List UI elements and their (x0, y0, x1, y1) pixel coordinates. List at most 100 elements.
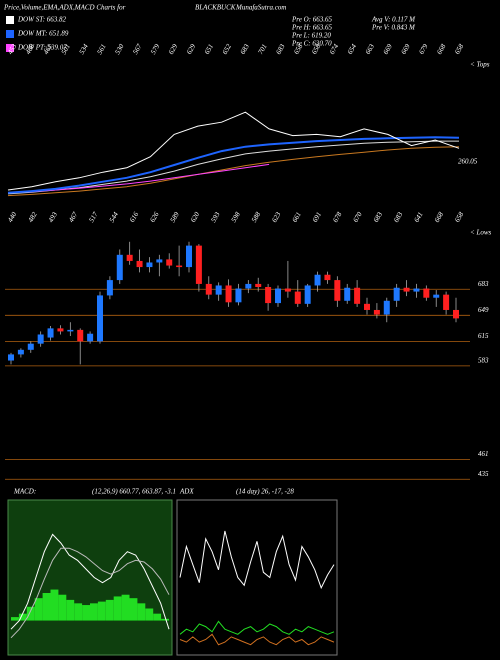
candle-body (245, 283, 252, 289)
stat: Pre V: 0.843 M (371, 24, 416, 32)
legend-label: DOW ST: 663.82 (17, 16, 67, 24)
side-label: < Tops (470, 61, 490, 69)
page-title: Price,Volume,EMA,ADX,MACD Charts for (3, 4, 126, 12)
legend-label: DOW PT: 539.07 (17, 44, 67, 52)
histogram-bar (34, 598, 43, 621)
candle-body (284, 288, 291, 292)
series-line (10, 547, 170, 639)
series-line (10, 533, 170, 630)
histogram-bar (82, 605, 90, 621)
candle-body (354, 287, 361, 304)
candle-body (126, 254, 133, 261)
candle-body (77, 329, 84, 342)
candle-body (443, 294, 450, 310)
candle-body (176, 265, 183, 268)
candle-body (97, 295, 103, 342)
panel-subtitle: (12,26,9) 660.77, 663.87, -3.1 (92, 488, 176, 496)
candle-body (344, 287, 351, 301)
histogram-bar (105, 599, 114, 621)
y-tick-label: 649 (478, 306, 489, 314)
candle-body (275, 288, 281, 304)
histogram-bar (137, 603, 146, 621)
end-label: 260.05 (458, 158, 478, 166)
series-line (179, 620, 335, 635)
candle-body (334, 280, 341, 301)
stat: Pre C: 630.70 (291, 40, 332, 48)
candle-body (324, 274, 331, 281)
histogram-bar (129, 598, 138, 621)
y-tick-label: 435 (478, 470, 489, 478)
panel-title: ADX (179, 488, 194, 496)
candle-body (67, 329, 74, 332)
histogram-bar (90, 603, 98, 621)
candle-body (225, 285, 232, 303)
histogram-bar (74, 603, 83, 621)
histogram-bar (121, 594, 130, 621)
panel (7, 499, 173, 656)
stat: Pre O: 663.65 (291, 16, 332, 24)
candle-body (453, 309, 459, 319)
stat: Pre H: 663.65 (291, 24, 332, 32)
legend-swatch (6, 16, 14, 24)
histogram-bar (97, 601, 106, 621)
panel-title: MACD: (13, 488, 36, 496)
y-tick-label: 583 (478, 357, 489, 365)
candle-body (136, 260, 143, 268)
panel (176, 499, 338, 656)
histogram-bar (42, 593, 51, 621)
series-line (7, 136, 460, 194)
histogram-bar (58, 594, 67, 621)
candle-body (57, 328, 64, 332)
candle-body (37, 334, 44, 344)
candle-body (166, 259, 173, 266)
legend-swatch (6, 44, 14, 52)
candle-body (156, 259, 163, 263)
candle-body (146, 262, 153, 268)
candle-body (255, 283, 262, 287)
candle-body (27, 343, 34, 350)
candle-body (364, 303, 370, 310)
series-line (7, 146, 460, 197)
candle-body (235, 288, 242, 303)
stat: Avg V: 0.117 M (371, 16, 416, 24)
legend-label: DOW MT: 651.89 (17, 30, 69, 38)
candle-body (403, 287, 410, 292)
candle-body (106, 280, 113, 296)
candle-body (433, 294, 440, 298)
site: MunafaSutra.com (235, 4, 286, 12)
candle-body (205, 283, 212, 295)
candle-body (215, 285, 222, 295)
side-label: < Lows (470, 229, 492, 237)
histogram-bar (26, 606, 35, 621)
y-tick-label: 461 (478, 450, 489, 458)
legend-swatch (6, 30, 14, 38)
candle-body (393, 287, 400, 301)
candle-body (314, 274, 321, 286)
y-tick-label: 615 (478, 332, 489, 340)
candle-body (186, 245, 192, 268)
histogram-bar (161, 618, 169, 621)
series-line (7, 111, 460, 191)
panel-subtitle: (14 day) 26, -17, -28 (236, 488, 294, 496)
histogram-bar (113, 596, 122, 621)
candle-body (116, 254, 123, 281)
candle-body (423, 288, 430, 298)
candle-body (413, 288, 420, 292)
y-tick-label: 683 (478, 280, 489, 288)
histogram-bar (66, 599, 75, 621)
series-line (7, 140, 459, 195)
candle-body (87, 333, 94, 342)
candle-body (265, 286, 272, 304)
candle-body (383, 300, 390, 315)
candle-body (17, 349, 24, 355)
series-line (179, 530, 335, 590)
candle-body (195, 245, 202, 284)
histogram-bar (145, 608, 154, 621)
candle-body (47, 328, 54, 338)
candle-body (304, 285, 311, 304)
histogram-bar (153, 613, 162, 621)
series-line (7, 163, 270, 194)
candle-body (8, 354, 14, 361)
histogram-bar (50, 589, 59, 621)
